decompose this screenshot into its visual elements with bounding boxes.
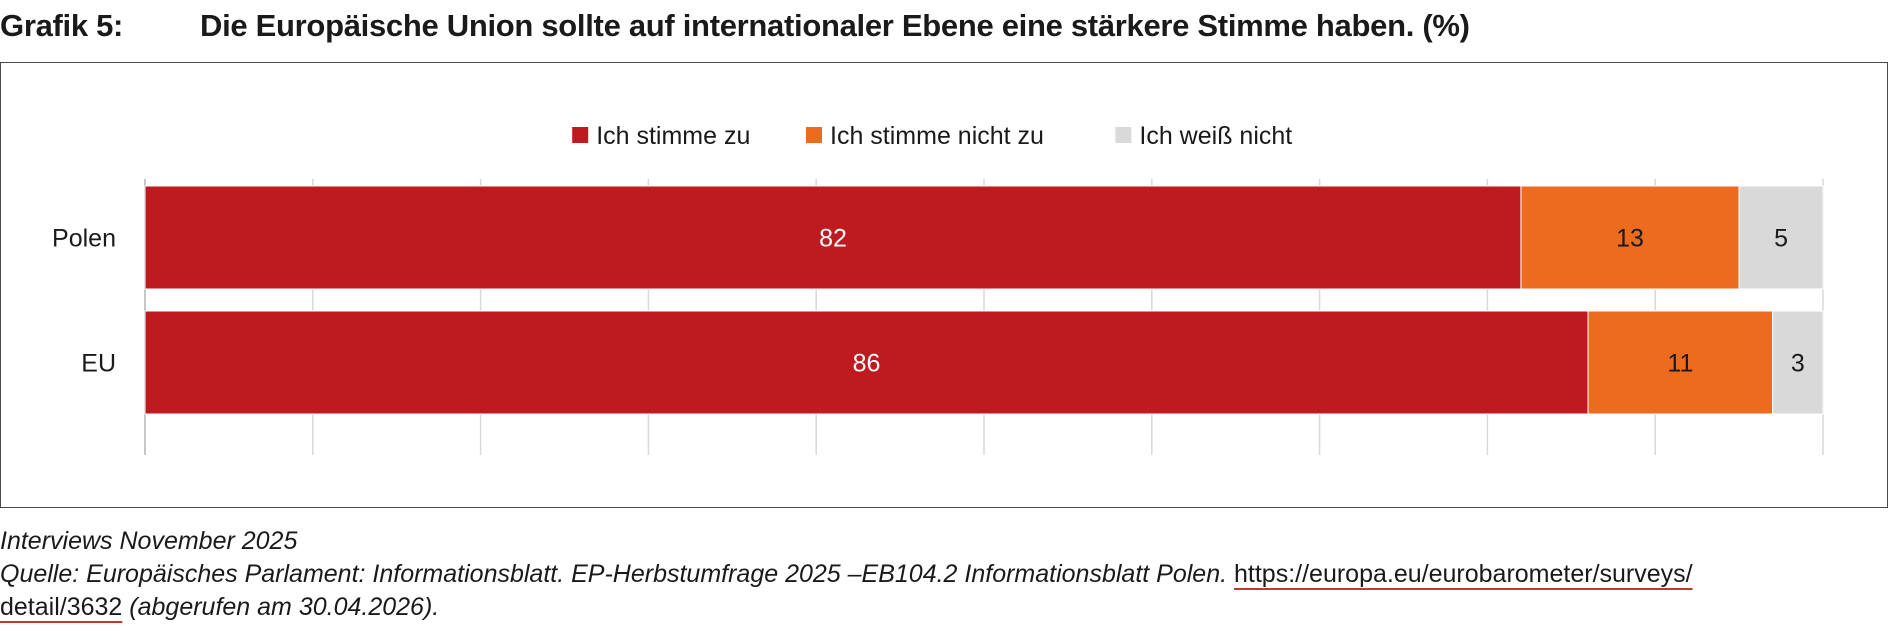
- source-link-part2[interactable]: detail/3632: [0, 593, 123, 621]
- legend-swatch-3: [1115, 127, 1132, 143]
- legend-label-3: Ich weiß nicht: [1139, 122, 1292, 150]
- bar-segment: [144, 185, 1522, 290]
- interviews-note: Interviews November 2025: [0, 527, 298, 555]
- legend-swatch-1: [572, 127, 589, 143]
- legend-label-1: Ich stimme zu: [596, 122, 750, 150]
- chart-frame: Ich stimme zu Ich stimme nicht zu Ich weiß…: [0, 62, 1888, 508]
- data-label: 11: [1667, 350, 1693, 378]
- bar-segment: [1772, 310, 1824, 415]
- data-label: 82: [819, 225, 847, 253]
- bar-segment: [144, 310, 1589, 415]
- bar-segment: [1738, 185, 1824, 290]
- source-line-1: Quelle: Europäisches Parlament: Informat…: [0, 558, 1890, 591]
- stacked-bar-chart: Ich stimme zu Ich stimme nicht zu Ich weiß…: [52, 122, 1824, 455]
- source-line-2: detail/3632 (abgerufen am 30.04.2026).: [0, 591, 1890, 624]
- figure-label: Grafik 5:: [0, 8, 124, 43]
- figure-title: Die Europäische Union sollte auf interna…: [200, 8, 1470, 43]
- data-label: 3: [1791, 350, 1805, 378]
- bar-segment: [1587, 310, 1774, 415]
- source-link-part1[interactable]: https://europa.eu/eurobarometer/surveys/: [1234, 560, 1693, 588]
- data-label: 13: [1616, 225, 1644, 253]
- source-text: Quelle: Europäisches Parlament: Informat…: [0, 560, 1228, 588]
- source-date: (abgerufen am 30.04.2026).: [129, 593, 440, 621]
- bar-segment: [1520, 185, 1740, 290]
- category-label: Polen: [52, 225, 116, 253]
- chart-notes: Interviews November 2025 Quelle: Europäi…: [0, 525, 1890, 624]
- legend-label-2: Ich stimme nicht zu: [830, 122, 1044, 150]
- legend-swatch-2: [806, 127, 822, 143]
- category-label: EU: [81, 350, 116, 378]
- data-label: 86: [853, 350, 881, 378]
- data-label: 5: [1774, 225, 1788, 253]
